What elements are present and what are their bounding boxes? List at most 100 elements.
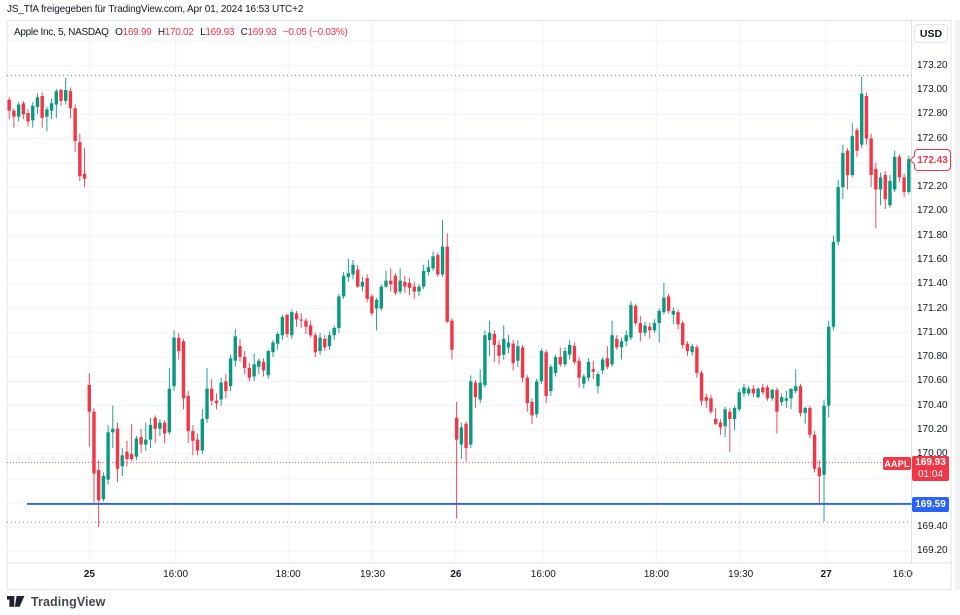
candle-body [139, 437, 143, 445]
legend-close-label: C [240, 27, 248, 38]
candle-body [92, 411, 96, 474]
candle-body [304, 320, 308, 327]
candle-body [403, 281, 407, 287]
candle-body [389, 280, 393, 285]
price-tick-label: 170.60 [917, 375, 948, 387]
candle-body [346, 273, 351, 277]
candle-body [106, 432, 110, 480]
candle-body [120, 455, 124, 467]
last-price-badge[interactable]: 169.93 01:04 [912, 456, 949, 481]
candle-body [624, 335, 628, 342]
candle-body [360, 281, 365, 287]
legend-open-label: O [115, 27, 123, 38]
candle-body [412, 286, 416, 292]
candle-body [525, 377, 529, 404]
candle-body [563, 350, 567, 365]
candle-body [407, 283, 412, 288]
price-tick-label: 171.40 [917, 278, 948, 290]
candle-body [615, 338, 619, 348]
candle-body [751, 388, 756, 394]
time-tick-label: 26 [450, 569, 462, 580]
tradingview-attribution[interactable]: TradingView [7, 594, 106, 610]
price-tick-label: 170.00 [917, 448, 948, 460]
candle-body [681, 323, 685, 345]
time-scale[interactable]: 25 16:00 18:00 19:30 26 16:00 18:00 19:30 27 16:0… [7, 563, 913, 589]
candle-body [728, 411, 732, 419]
candle-body [440, 246, 445, 275]
candle-body [431, 256, 435, 269]
legend-low-value: 169.93 [205, 27, 235, 38]
currency-usd-button[interactable]: USD [914, 24, 948, 43]
candle-body [596, 374, 600, 387]
candle-body [478, 382, 482, 400]
candle-body [162, 422, 167, 434]
candle-body [243, 357, 247, 368]
candle-body [784, 398, 789, 401]
candle-body [483, 335, 487, 385]
publish-note: JS_TfA freigegeben für TradingView.com, … [7, 4, 304, 15]
candle-body [600, 359, 605, 371]
symbol-legend[interactable]: Apple Inc, 5, NASDAQ O169.99 H170.02 L16… [14, 27, 348, 38]
legend-high-label: H [157, 27, 165, 38]
price-tick-label: 171.60 [917, 253, 948, 265]
candle-body [308, 325, 313, 336]
candle-body [765, 387, 770, 399]
candle-body [572, 346, 577, 362]
candle-body [845, 150, 850, 175]
candle-body [153, 417, 157, 429]
candle-body [445, 246, 449, 322]
candle-body [723, 409, 727, 427]
candle-body [294, 313, 299, 320]
candle-body [869, 138, 873, 175]
legend-symbol[interactable]: Apple Inc, 5, NASDAQ [14, 27, 109, 38]
candle-body [280, 316, 285, 336]
candle-body [167, 388, 172, 433]
time-tick-label: 19:30 [728, 569, 754, 580]
candle-body [746, 388, 751, 394]
time-tick-label: 18:00 [643, 569, 669, 580]
candle-body [582, 376, 586, 384]
candle-body [544, 352, 548, 396]
candle-body [671, 310, 676, 315]
candle-body [666, 296, 671, 311]
candle-body [73, 108, 77, 141]
candle-body [54, 91, 58, 105]
horizontal-line-price-badge[interactable]: 169.59 [912, 497, 949, 512]
candle-body [779, 397, 784, 402]
candle-body [384, 280, 388, 287]
candle-body [436, 255, 440, 275]
candle-body [266, 350, 270, 376]
candle-body [111, 428, 115, 433]
candle-body [770, 389, 774, 399]
candle-body [101, 476, 106, 500]
candle-body [591, 369, 595, 372]
last-price-value: 169.93 [915, 457, 946, 468]
candle-body [502, 338, 506, 355]
candle-body [341, 275, 346, 297]
candle-body [78, 142, 82, 177]
candle-body [318, 337, 322, 351]
candle-body [789, 388, 793, 399]
candle-body [313, 335, 318, 353]
candle-body [577, 360, 581, 378]
candle-body [685, 343, 690, 351]
replay-price-tag[interactable]: 172.43 [909, 149, 951, 171]
candle-body [26, 113, 30, 122]
candle-body [860, 93, 864, 145]
candle-body [195, 439, 200, 451]
candle-body [233, 336, 237, 361]
candle-body [261, 361, 266, 371]
candle-body [586, 361, 591, 378]
candle-body [417, 286, 421, 292]
bar-countdown: 01:04 [917, 469, 944, 480]
candle-body [798, 386, 803, 413]
tradingview-logo-text: TradingView [31, 595, 106, 609]
candle-body [742, 387, 746, 394]
symbol-price-label[interactable]: AAPL [883, 457, 911, 470]
candle-body [492, 333, 497, 345]
candle-body [473, 382, 478, 398]
price-tick-label: 169.20 [917, 545, 948, 557]
candle-body [506, 342, 511, 348]
candle-body [874, 168, 878, 190]
